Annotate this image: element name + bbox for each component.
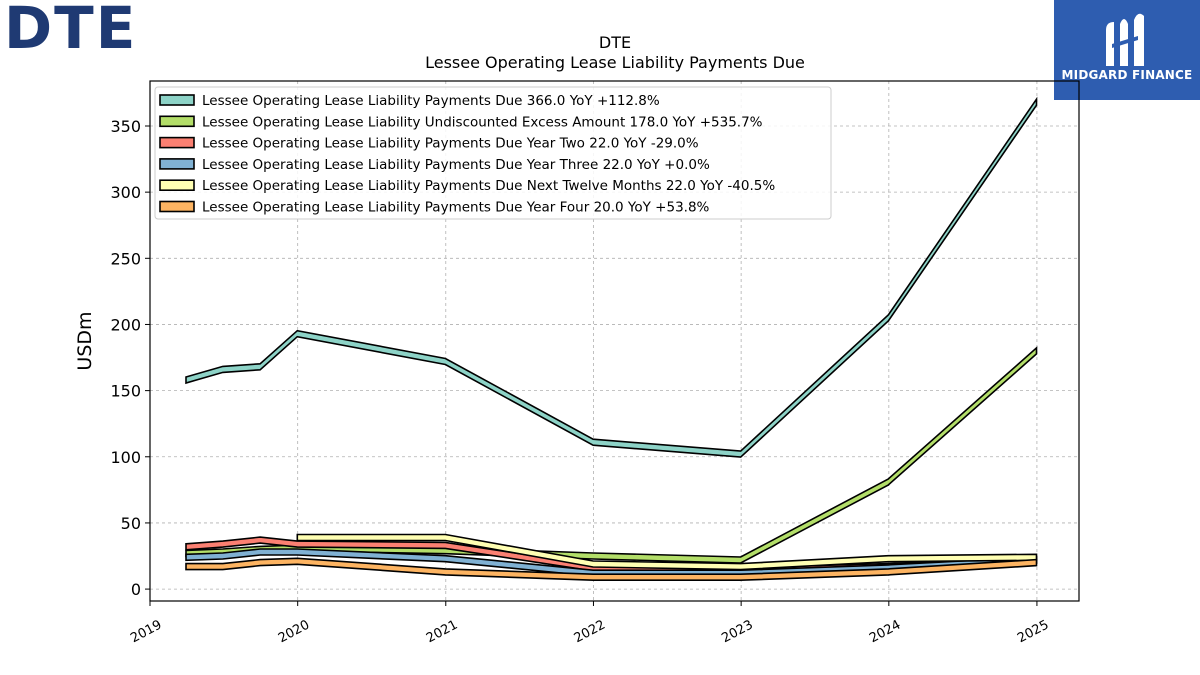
legend-box	[154, 86, 832, 220]
x-tick-label: 2025	[1015, 618, 1051, 647]
legend-label-0: Lessee Operating Lease Liability Payment…	[202, 93, 660, 109]
legend-swatch-3	[159, 158, 195, 170]
midgard-finance-wordmark: MIDGARD FINANCE	[1061, 68, 1193, 82]
series-layer	[185, 96, 1038, 582]
legend-swatch-5	[159, 200, 195, 213]
y-tick-label: 100	[110, 448, 141, 467]
legend-swatch-2	[159, 136, 195, 149]
midgard-emblem-icon	[1106, 13, 1144, 66]
x-tick-label: 2023	[719, 618, 755, 647]
dte-logo: DTE	[4, 0, 137, 57]
x-tick-label: 2021	[424, 618, 460, 647]
legend-label-4: Lessee Operating Lease Liability Payment…	[202, 178, 775, 194]
legend-swatch-4	[159, 179, 195, 191]
x-tick-label: 2024	[867, 618, 903, 647]
x-tick-label: 2022	[572, 618, 608, 647]
y-tick-label: 350	[110, 117, 141, 136]
series-line-1	[185, 346, 1038, 564]
x-tick-label: 2019	[128, 618, 164, 647]
y-tick-label: 0	[131, 580, 141, 599]
plot-frame	[149, 80, 1080, 602]
chart-subtitle: Lessee Operating Lease Liability Payment…	[425, 53, 805, 72]
series-line-0	[185, 96, 1038, 458]
x-axis-ticks: 2019 2020 2021 2022 2023 2024 2025	[128, 601, 1051, 646]
y-tick-label: 300	[110, 183, 141, 202]
midgard-finance-logo: MIDGARD FINANCE	[1054, 0, 1200, 100]
y-axis-label: USDm	[74, 311, 96, 370]
y-tick-label: 150	[110, 382, 141, 401]
series-line-5	[185, 557, 1038, 582]
y-tick-label: 250	[110, 249, 141, 268]
y-tick-label: 200	[110, 315, 141, 334]
legend-label-5: Lessee Operating Lease Liability Payment…	[202, 200, 710, 216]
x-tick-label: 2020	[276, 618, 312, 647]
chart-legend: Lessee Operating Lease Liability Payment…	[154, 86, 832, 220]
legend-label-3: Lessee Operating Lease Liability Payment…	[202, 157, 710, 173]
legend-swatch-0	[159, 94, 195, 106]
chart-title: DTE	[599, 33, 631, 52]
grid-lines	[149, 81, 1079, 601]
y-axis-ticks: 0 50 100 150 200 250 300 350	[110, 117, 150, 599]
legend-label-2: Lessee Operating Lease Liability Payment…	[202, 136, 699, 152]
legend-swatch-1	[159, 115, 195, 128]
dte-logo-text: DTE	[4, 0, 138, 62]
legend-label-1: Lessee Operating Lease Liability Undisco…	[202, 114, 763, 130]
y-tick-label: 50	[121, 514, 141, 533]
